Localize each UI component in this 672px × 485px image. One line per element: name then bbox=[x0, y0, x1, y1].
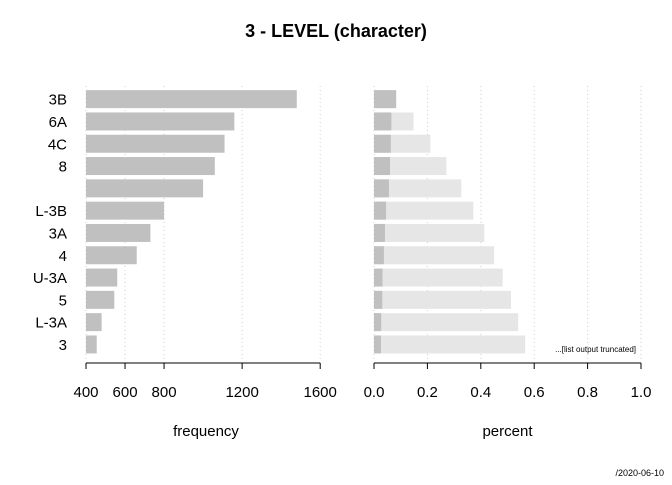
percent-bar-1 bbox=[374, 112, 392, 131]
category-label-8: U-3A bbox=[33, 270, 67, 287]
cumulative-percent-bar-3 bbox=[374, 157, 447, 176]
truncation-note: ...[list output truncated] bbox=[555, 345, 636, 354]
category-label-0: 3B bbox=[49, 92, 67, 109]
percent-bar-9 bbox=[374, 290, 383, 309]
frequency-bar-11 bbox=[86, 335, 97, 354]
percent-bar-5 bbox=[374, 201, 387, 220]
frequency-bar-6 bbox=[86, 223, 151, 242]
cumulative-percent-bar-11 bbox=[374, 335, 526, 354]
frequency-bar-3 bbox=[86, 157, 215, 176]
percent-bar-0 bbox=[374, 90, 397, 109]
percent-bar-10 bbox=[374, 313, 382, 332]
cumulative-percent-bar-8 bbox=[374, 268, 503, 287]
category-label-5: L-3B bbox=[35, 203, 67, 220]
percent-axis-label: percent bbox=[482, 423, 533, 440]
frequency-tick-label-2: 800 bbox=[152, 384, 177, 401]
frequency-tick-label-4: 1600 bbox=[304, 384, 337, 401]
percent-panel: 0.0 0.2 0.4 0.6 0.8 1.0 percent bbox=[364, 86, 652, 440]
category-label-11: 3 bbox=[59, 337, 67, 354]
percent-bar-8 bbox=[374, 268, 383, 287]
percent-bar-7 bbox=[374, 246, 384, 265]
percent-bar-3 bbox=[374, 157, 391, 176]
frequency-bar-7 bbox=[86, 246, 137, 265]
frequency-bar-1 bbox=[86, 112, 235, 131]
frequency-axis-label: frequency bbox=[173, 423, 239, 440]
category-label-10: L-3A bbox=[35, 315, 67, 332]
category-label-1: 6A bbox=[49, 114, 67, 131]
cumulative-percent-bar-5 bbox=[374, 201, 474, 220]
cumulative-percent-bar-6 bbox=[374, 223, 485, 242]
chart-title: 3 - LEVEL (character) bbox=[245, 21, 427, 41]
frequency-bar-0 bbox=[86, 90, 297, 109]
percent-tick-label-3: 0.6 bbox=[524, 384, 545, 401]
percent-tick-label-1: 0.2 bbox=[417, 384, 438, 401]
percent-bar-6 bbox=[374, 223, 385, 242]
frequency-bar-9 bbox=[86, 290, 115, 309]
frequency-panel: 3B 6A 4C 8 L-3B 3A 4 U-3A 5 L-3A 3 400 600 800 1200 160… bbox=[33, 86, 337, 440]
percent-bar-11 bbox=[374, 335, 381, 354]
percent-tick-label-0: 0.0 bbox=[364, 384, 385, 401]
percent-bar-4 bbox=[374, 179, 389, 198]
category-label-9: 5 bbox=[59, 292, 67, 309]
frequency-tick-label-3: 1200 bbox=[225, 384, 258, 401]
cumulative-percent-bar-10 bbox=[374, 313, 519, 332]
percent-tick-label-5: 1.0 bbox=[631, 384, 652, 401]
category-label-6: 3A bbox=[49, 225, 67, 242]
frequency-bar-8 bbox=[86, 268, 118, 287]
cumulative-percent-bar-7 bbox=[374, 246, 495, 265]
frequency-bar-10 bbox=[86, 313, 102, 332]
category-label-3: 8 bbox=[59, 159, 67, 176]
category-label-7: 4 bbox=[59, 248, 67, 265]
percent-tick-label-2: 0.4 bbox=[470, 384, 491, 401]
category-label-2: 4C bbox=[48, 136, 67, 153]
frequency-tick-label-0: 400 bbox=[73, 384, 98, 401]
frequency-bar-5 bbox=[86, 201, 165, 220]
frequency-bar-4 bbox=[86, 179, 204, 198]
frequency-tick-label-1: 600 bbox=[113, 384, 138, 401]
percent-bar-2 bbox=[374, 134, 391, 153]
percent-tick-label-4: 0.8 bbox=[577, 384, 598, 401]
frequency-bar-2 bbox=[86, 134, 225, 153]
cumulative-percent-bar-4 bbox=[374, 179, 462, 198]
cumulative-percent-bar-9 bbox=[374, 290, 511, 309]
date-footer: /2020-06-10 bbox=[615, 468, 664, 478]
